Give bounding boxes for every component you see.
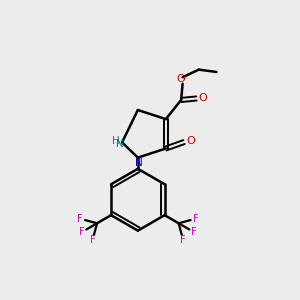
Text: F: F	[180, 235, 186, 245]
Text: H: H	[112, 136, 119, 146]
Text: N: N	[116, 139, 124, 149]
Text: O: O	[176, 74, 185, 84]
Text: F: F	[90, 235, 95, 245]
Text: F: F	[191, 227, 197, 237]
Text: O: O	[199, 94, 207, 103]
Text: F: F	[193, 214, 199, 224]
Text: F: F	[79, 227, 85, 237]
Text: O: O	[186, 136, 195, 146]
Text: N: N	[135, 158, 142, 168]
Text: F: F	[77, 214, 83, 224]
